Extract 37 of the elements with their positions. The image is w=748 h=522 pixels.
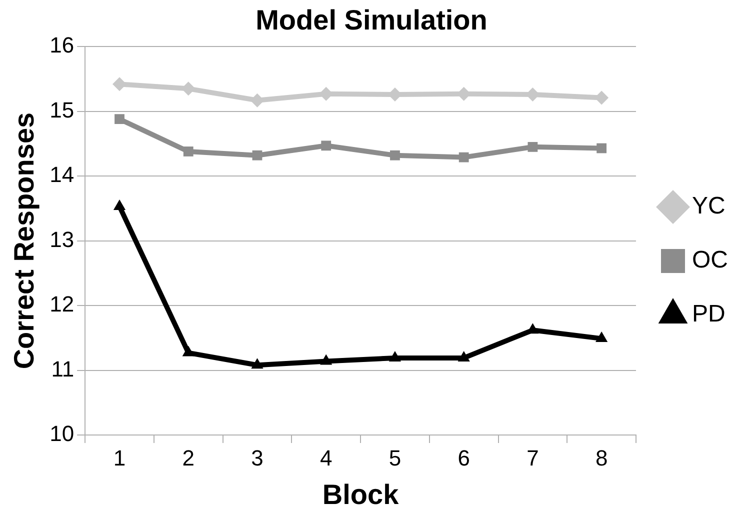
point xyxy=(458,350,470,362)
point xyxy=(252,150,262,160)
point xyxy=(321,140,332,151)
x-tick-label: 3 xyxy=(251,445,264,470)
point xyxy=(390,150,400,160)
point xyxy=(458,152,469,162)
y-axis-title: Correct Responses xyxy=(8,112,40,370)
legend-label: OC xyxy=(692,246,728,274)
point xyxy=(113,199,126,210)
x-tick-label: 8 xyxy=(595,445,608,470)
point xyxy=(596,332,608,342)
point xyxy=(388,350,402,362)
x-tick-label: 5 xyxy=(388,445,402,470)
point xyxy=(251,358,264,369)
legend-label: PD xyxy=(692,300,726,328)
y-tick-label: 14 xyxy=(50,162,74,188)
y-tick-label: 16 xyxy=(50,32,74,58)
x-tick-label: 4 xyxy=(320,445,332,470)
y-tick-label: 11 xyxy=(51,356,74,382)
point xyxy=(596,143,607,154)
y-tick-label: 15 xyxy=(50,97,74,122)
point xyxy=(114,114,124,124)
x-tick-label: 1 xyxy=(113,445,126,470)
legend-label: YC xyxy=(692,192,726,220)
point xyxy=(250,93,264,108)
y-tick-label: 12 xyxy=(50,292,74,317)
point xyxy=(183,146,194,156)
point xyxy=(182,346,194,356)
point xyxy=(320,354,332,365)
x-tick-label: 7 xyxy=(526,445,539,470)
chart-title: Model Simulation xyxy=(256,4,488,36)
point xyxy=(528,142,538,152)
x-axis-title: Block xyxy=(322,478,400,510)
y-tick-label: 10 xyxy=(50,421,74,446)
y-tick-label: 13 xyxy=(50,226,74,252)
x-tick-label: 2 xyxy=(182,445,194,470)
x-tick-label: 6 xyxy=(458,445,470,470)
